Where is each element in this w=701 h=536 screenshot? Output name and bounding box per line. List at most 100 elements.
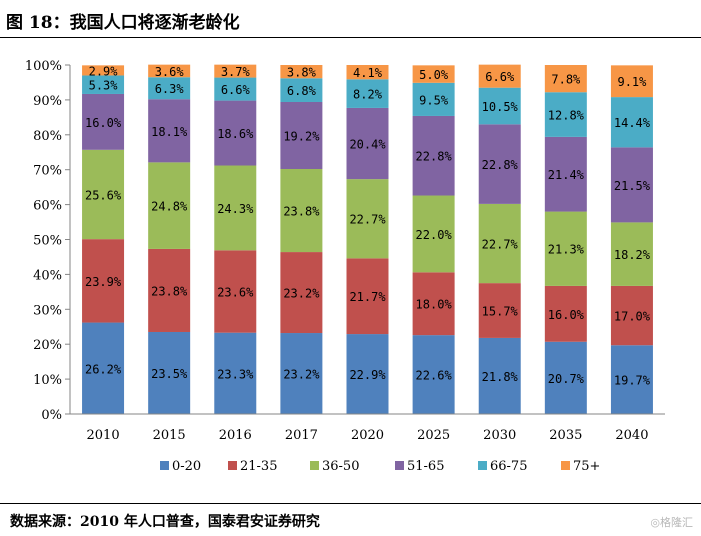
data-label: 23.9% — [85, 275, 122, 289]
data-label: 4.1% — [353, 66, 383, 80]
data-label: 21.7% — [349, 290, 386, 304]
x-tick-label: 2015 — [153, 428, 186, 443]
y-tick-label: 60% — [33, 199, 62, 214]
bar-segment — [82, 65, 125, 76]
legend-entry: 66-75 — [490, 459, 527, 474]
data-label: 22.7% — [482, 238, 519, 252]
data-label: 19.7% — [614, 374, 651, 388]
y-tick-label: 40% — [33, 268, 62, 283]
legend-swatch — [395, 461, 404, 470]
data-label: 3.6% — [155, 65, 185, 79]
bar-segment — [478, 64, 521, 88]
data-label: 6.3% — [155, 82, 185, 96]
data-label: 23.3% — [217, 367, 254, 381]
data-label: 16.0% — [85, 116, 122, 130]
bar-segment — [610, 97, 653, 148]
data-label: 9.1% — [617, 75, 647, 89]
data-label: 20.4% — [349, 138, 386, 152]
x-tick-label: 2040 — [615, 428, 648, 443]
data-label: 22.7% — [349, 213, 386, 227]
x-tick-label: 2010 — [87, 428, 120, 443]
data-label: 22.6% — [416, 369, 453, 383]
data-label: 22.8% — [482, 158, 519, 172]
data-label: 21.4% — [548, 168, 585, 182]
bar-segment — [544, 92, 587, 137]
data-labels: 26.2% 23.9% 25.6% 16.0% 5.3%2.9% 23.5% 23.8% 24… — [85, 64, 651, 387]
data-label: 24.8% — [151, 200, 188, 214]
x-tick-label: 2020 — [351, 428, 384, 443]
bar-segment — [544, 65, 587, 93]
bar-segment — [148, 331, 191, 414]
bar-segment — [214, 64, 257, 78]
legend: 0-20 21-35 36-50 51-65 66-75 75+ — [160, 459, 600, 474]
x-tick-label: 2017 — [285, 428, 318, 443]
y-tick-label: 10% — [33, 373, 62, 388]
bar-segment — [478, 337, 521, 414]
bar-segment — [280, 252, 323, 334]
data-label: 24.3% — [217, 202, 254, 216]
data-label: 22.0% — [416, 228, 453, 242]
data-label: 20.7% — [548, 372, 585, 386]
bar-segment — [280, 101, 323, 170]
data-label: 15.7% — [482, 305, 519, 319]
bar-segment — [148, 248, 191, 332]
bar-segment — [478, 87, 521, 125]
data-label: 3.7% — [221, 65, 251, 79]
bar-segment — [82, 75, 125, 94]
data-label: 5.3% — [89, 79, 119, 93]
y-tick-label: 30% — [33, 303, 62, 318]
data-label: 3.8% — [287, 66, 317, 80]
data-label: 6.6% — [221, 83, 251, 97]
bar-segment — [148, 99, 191, 163]
watermark: ◎格隆汇 — [650, 516, 693, 529]
bar-segment — [214, 77, 257, 101]
bar-segment — [610, 147, 653, 223]
bar-segment — [544, 211, 587, 286]
data-label: 5.0% — [419, 68, 449, 82]
data-label: 23.2% — [283, 287, 320, 301]
bar-segment — [82, 149, 125, 240]
bar-segment — [148, 162, 191, 249]
bar-segment — [412, 115, 455, 196]
data-label: 10.5% — [482, 100, 519, 114]
data-label: 18.6% — [217, 127, 254, 141]
data-label: 9.5% — [419, 93, 449, 107]
legend-entry: 21-35 — [240, 459, 277, 474]
data-label: 12.8% — [548, 109, 585, 123]
bar-segment — [148, 64, 191, 78]
y-axis: 0% 10% 20% 30% 40% 50% 60% 70% 80% 90% 100% — [25, 59, 71, 423]
bar-segment — [544, 285, 587, 342]
bar-segment — [478, 203, 521, 284]
data-label: 21.8% — [482, 370, 519, 384]
figure-title: 图 18：我国人口将逐渐老龄化 — [6, 13, 240, 33]
legend-entry: 0-20 — [172, 459, 201, 474]
data-label: 23.6% — [217, 286, 254, 300]
y-tick-label: 0% — [41, 408, 62, 423]
bar-segment — [412, 195, 455, 273]
bar-segment — [346, 107, 389, 180]
data-label: 17.0% — [614, 310, 651, 324]
x-tick-label: 2035 — [549, 428, 582, 443]
y-tick-label: 90% — [33, 94, 62, 109]
bar-segment — [214, 332, 257, 414]
bar-segment — [148, 77, 191, 100]
data-label: 21.3% — [548, 243, 585, 257]
data-label: 2.9% — [89, 64, 119, 78]
data-label: 18.2% — [614, 248, 651, 262]
y-tick-label: 50% — [33, 234, 62, 249]
data-label: 19.2% — [283, 129, 320, 143]
bar-segment — [610, 65, 653, 98]
bar-segment — [412, 272, 455, 336]
bar-segment — [346, 334, 389, 414]
x-tick-label: 2030 — [483, 428, 516, 443]
bar-segment — [346, 65, 389, 80]
legend-swatch — [160, 461, 169, 470]
data-label: 26.2% — [85, 362, 122, 376]
legend-swatch — [228, 461, 237, 470]
data-label: 6.8% — [287, 84, 317, 98]
y-tick-label: 70% — [33, 164, 62, 179]
bar-segment — [280, 333, 323, 414]
data-label: 23.2% — [283, 368, 320, 382]
bar-segment — [214, 100, 257, 166]
data-label: 7.8% — [551, 73, 581, 87]
